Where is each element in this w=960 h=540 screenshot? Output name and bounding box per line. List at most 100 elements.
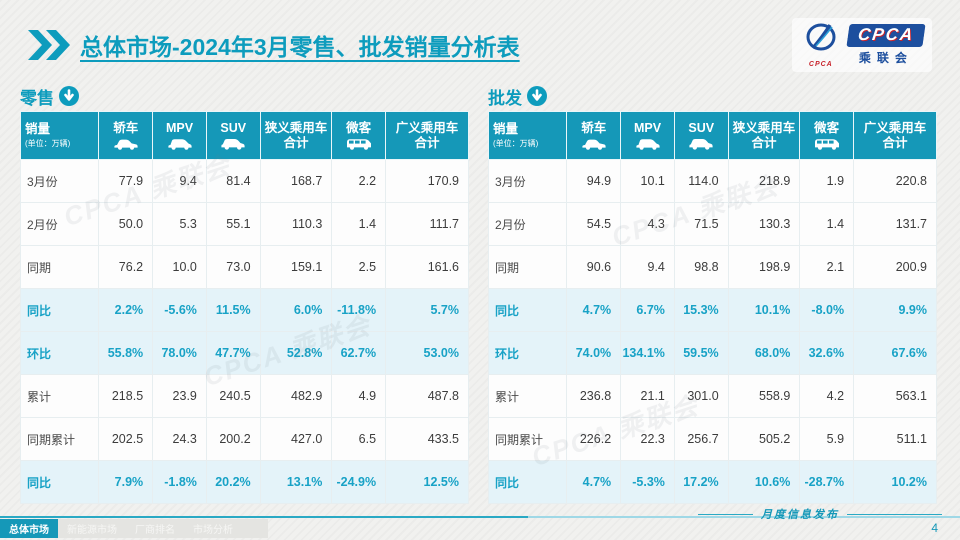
cell-value: 55.8%	[98, 331, 154, 375]
row-label: 2月份	[487, 202, 568, 246]
cell-value: -1.8%	[152, 460, 207, 504]
cell-value: 200.2	[205, 417, 261, 461]
cell-value: 24.3	[152, 417, 207, 461]
column-header: 广义乘用车 合计	[385, 111, 469, 160]
column-header: 微客	[799, 111, 855, 160]
cell-value: 94.9	[566, 159, 622, 203]
cell-value: 114.0	[673, 159, 729, 203]
cell-value: -5.3%	[620, 460, 675, 504]
cell-value: 558.9	[727, 374, 801, 418]
page-number: 4	[931, 521, 938, 535]
table-row: 3月份 77.9 9.4 81.4 168.7 2.2 170.9	[19, 159, 469, 203]
table-row: 累计 218.5 23.9 240.5 482.9 4.9 487.8	[19, 374, 469, 418]
bottom-tab-strip: 总体市场 新能源市场 厂商排名 市场分析	[0, 519, 268, 538]
cell-value: 433.5	[385, 417, 469, 461]
cell-value: 131.7	[853, 202, 937, 246]
cell-value: 111.7	[385, 202, 469, 246]
cell-value: 10.0	[152, 245, 207, 289]
cell-value: 62.7%	[331, 331, 387, 375]
wholesale-table: 销量 (单位：万辆) 轿车 MPV SUV 狭义乘用车 合计 微客 广义乘用车 合计 3月份 94.9…	[487, 111, 937, 504]
cell-value: 5.7%	[385, 288, 469, 332]
cell-value: 220.8	[853, 159, 937, 203]
cell-value: 73.0	[205, 245, 261, 289]
wholesale-section-head: 批发	[488, 84, 937, 108]
tab-总体市场[interactable]: 总体市场	[0, 519, 58, 538]
cell-value: 67.6%	[853, 331, 937, 375]
row-label: 同期	[19, 245, 100, 289]
page-title-bold: 总体市场	[80, 34, 172, 60]
emblem-subtext: CPCA	[808, 61, 833, 68]
cell-value: 9.9%	[853, 288, 937, 332]
cell-value: 301.0	[673, 374, 729, 418]
table-row: 同比 4.7% -5.3% 17.2% 10.6% -28.7% 10.2%	[487, 460, 937, 504]
cell-value: 226.2	[566, 417, 622, 461]
table-row: 同期累计 202.5 24.3 200.2 427.0 6.5 433.5	[19, 417, 469, 461]
cell-value: 13.1%	[259, 460, 333, 504]
cell-value: 9.4	[152, 159, 207, 203]
cell-value: 130.3	[727, 202, 801, 246]
cell-value: 511.1	[853, 417, 937, 461]
cell-value: 90.6	[566, 245, 622, 289]
cell-value: 6.5	[331, 417, 387, 461]
column-header: MPV	[152, 111, 207, 160]
column-header: 轿车	[98, 111, 154, 160]
wholesale-section-label: 批发	[488, 88, 522, 108]
cell-value: 7.9%	[98, 460, 154, 504]
wholesale-section: 批发 销量 (单位：万辆) 轿车 MPV SUV 狭义乘用车 合计 微客 广义乘用车 合计 3月份 9…	[487, 84, 937, 504]
cell-value: 54.5	[566, 202, 622, 246]
column-header: 轿车	[566, 111, 622, 160]
cell-value: 6.7%	[620, 288, 675, 332]
table-row: 环比 74.0% 134.1% 59.5% 68.0% 32.6% 67.6%	[487, 331, 937, 375]
cell-value: 256.7	[673, 417, 729, 461]
row-label: 3月份	[19, 159, 100, 203]
sedan-icon	[100, 138, 151, 150]
tab-新能源市场[interactable]: 新能源市场	[67, 525, 117, 536]
cell-value: -11.8%	[331, 288, 387, 332]
row-label: 同比	[487, 460, 568, 504]
tab-厂商排名[interactable]: 厂商排名	[135, 525, 175, 536]
table-row: 累计 236.8 21.1 301.0 558.9 4.2 563.1	[487, 374, 937, 418]
cell-value: 98.8	[673, 245, 729, 289]
note-rule-right	[847, 513, 942, 515]
table-header-row: 销量 (单位：万辆) 轿车 MPV SUV 狭义乘用车 合计 微客 广义乘用车 合计	[487, 111, 937, 160]
cell-value: 1.4	[799, 202, 855, 246]
cell-value: 17.2%	[673, 460, 729, 504]
row-label: 累计	[19, 374, 100, 418]
cell-value: 15.3%	[673, 288, 729, 332]
mpv-icon	[622, 138, 673, 150]
retail-section: 零售 销量 (单位：万辆) 轿车 MPV SUV 狭义乘用车 合计 微客 广义乘用车 合计 3月份 7…	[19, 84, 469, 504]
cell-value: 59.5%	[673, 331, 729, 375]
retail-section-head: 零售	[20, 84, 469, 108]
cell-value: 4.7%	[566, 288, 622, 332]
cell-value: 2.2	[331, 159, 387, 203]
cell-value: -5.6%	[152, 288, 207, 332]
table-row: 同比 7.9% -1.8% 20.2% 13.1% -24.9% 12.5%	[19, 460, 469, 504]
table-header-row: 销量 (单位：万辆) 轿车 MPV SUV 狭义乘用车 合计 微客 广义乘用车 合计	[19, 111, 469, 160]
row-label: 环比	[19, 331, 100, 375]
cell-value: 81.4	[205, 159, 261, 203]
row-label: 同期累计	[487, 417, 568, 461]
cell-value: 487.8	[385, 374, 469, 418]
cell-value: 9.4	[620, 245, 675, 289]
suv-icon	[208, 138, 259, 150]
cell-value: 10.6%	[727, 460, 801, 504]
row-label: 3月份	[487, 159, 568, 203]
cell-value: 32.6%	[799, 331, 855, 375]
column-header: 广义乘用车 合计	[853, 111, 937, 160]
column-header: SUV	[673, 111, 729, 160]
cpca-wordmark: CPCA 乘联会	[846, 24, 926, 66]
column-header: 微客	[331, 111, 387, 160]
microvan-icon	[333, 138, 384, 150]
cell-value: 1.4	[331, 202, 387, 246]
cell-value: 4.9	[331, 374, 387, 418]
cell-value: 47.7%	[205, 331, 261, 375]
tab-市场分析[interactable]: 市场分析	[193, 525, 233, 536]
cell-value: -24.9%	[331, 460, 387, 504]
table-row: 同期 90.6 9.4 98.8 198.9 2.1 200.9	[487, 245, 937, 289]
mpv-icon	[154, 138, 205, 150]
cell-value: 6.0%	[259, 288, 333, 332]
cell-value: 4.2	[799, 374, 855, 418]
row-label: 同比	[487, 288, 568, 332]
cell-value: 10.1	[620, 159, 675, 203]
cpca-emblem-icon: CPCA	[800, 22, 842, 68]
